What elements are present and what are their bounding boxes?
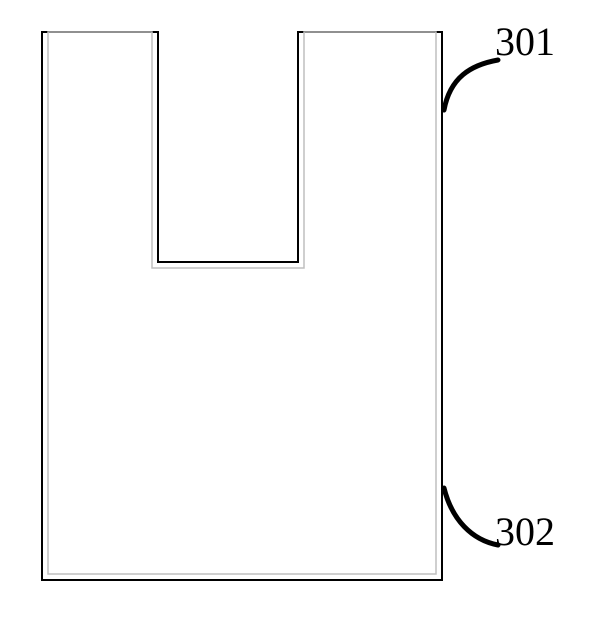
leader-label-301: 301	[495, 19, 555, 64]
leader-label-302: 302	[495, 509, 555, 554]
